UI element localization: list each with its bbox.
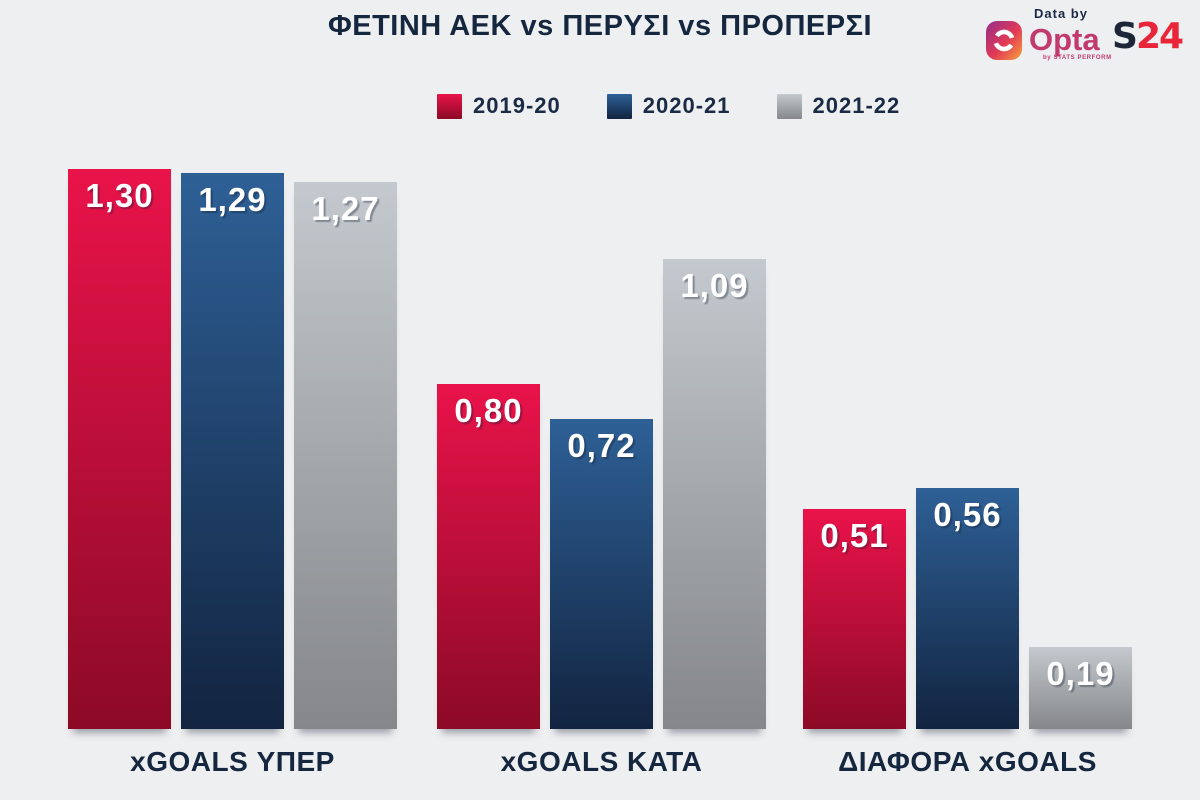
s24-logo: S24 (1112, 16, 1184, 57)
bar-2020-21-cat2: 0,56 (916, 488, 1019, 729)
category-label-diafora-xgoals: ΔΙΑΦΟΡΑ xGOALS (838, 746, 1097, 777)
bar-value-label: 1,27 (311, 190, 380, 227)
legend-swatch-2020-21 (606, 93, 632, 119)
bar-value-label: 1,09 (680, 267, 749, 304)
bar-value-label: 1,29 (198, 181, 267, 218)
page-title: ΦΕΤΙΝΗ ΑΕΚ vs ΠΕΡΥΣΙ vs ΠΡΟΠΕΡΣΙ (327, 10, 873, 42)
category-label-xgoals-yper: xGOALS ΥΠΕΡ (130, 746, 335, 777)
chart-legend: 2019-20 2020-21 2021-22 (437, 93, 900, 119)
opta-wordmark: Opta (1029, 22, 1100, 57)
bar-2021-22-cat2: 0,19 (1029, 647, 1132, 729)
bar-value-label: 0,19 (1046, 655, 1115, 692)
bar-2019-20-cat0: 1,30 (68, 169, 171, 729)
legend-item-2020-21: 2020-21 (606, 93, 731, 119)
bar-2019-20-cat1: 0,80 (437, 384, 540, 729)
bar-2020-21-cat1: 0,72 (550, 419, 653, 729)
bar-2020-21-cat0: 1,29 (181, 173, 284, 729)
legend-swatch-2021-22 (776, 93, 802, 119)
bar-value-label: 0,80 (454, 392, 523, 429)
legend-label: 2020-21 (642, 93, 731, 118)
opta-logo-icon (986, 21, 1022, 60)
data-by-label: Data by (1034, 6, 1088, 21)
legend-swatch-2019-20 (437, 93, 462, 119)
legend-label: 2021-22 (812, 93, 901, 118)
s24-logo-24: 24 (1135, 16, 1184, 57)
bar-value-label: 0,56 (933, 496, 1002, 533)
bar-2019-20-cat2: 0,51 (803, 509, 906, 729)
s24-logo-s: S (1112, 16, 1138, 57)
bar-value-label: 0,72 (567, 427, 636, 464)
legend-item-2021-22: 2021-22 (776, 93, 901, 119)
legend-item-2019-20: 2019-20 (437, 93, 561, 119)
category-label-xgoals-kata: xGOALS ΚΑΤΑ (500, 746, 703, 777)
legend-label: 2019-20 (473, 93, 561, 118)
opta-sublabel: by STATS PERFORM (1043, 55, 1112, 61)
bar-2021-22-cat1: 1,09 (663, 259, 766, 729)
bar-value-label: 0,51 (820, 517, 889, 554)
bar-value-label: 1,30 (85, 177, 154, 214)
bar-2021-22-cat0: 1,27 (294, 182, 397, 729)
